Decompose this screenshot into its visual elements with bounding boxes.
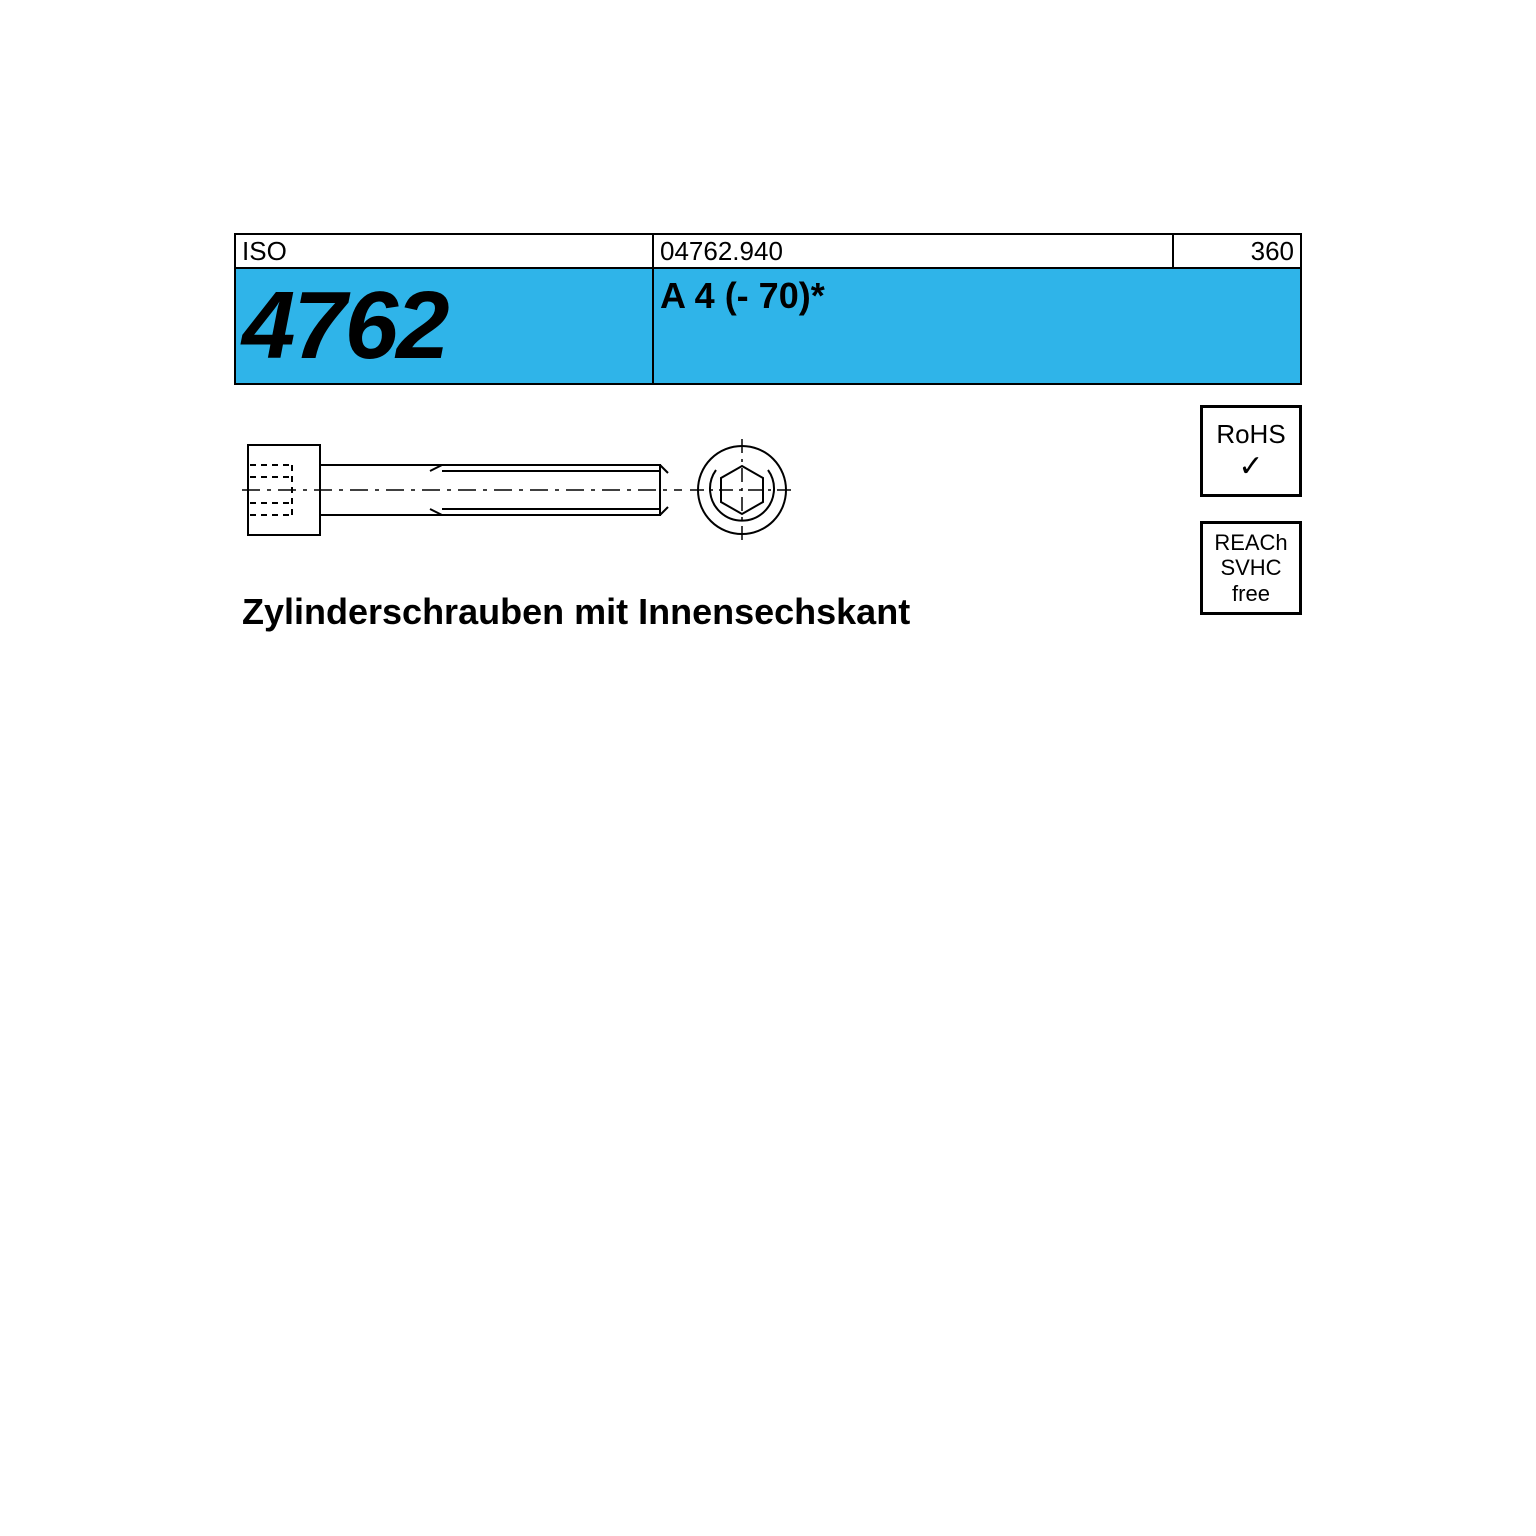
- reach-line2: SVHC: [1220, 555, 1281, 580]
- reach-line3: free: [1232, 581, 1270, 606]
- rohs-badge: RoHS ✓: [1200, 405, 1302, 497]
- material-spec: A 4 (- 70)*: [660, 275, 825, 317]
- bluebar-row: 4762 A 4 (- 70)*: [234, 269, 1302, 385]
- datasheet: ISO 04762.940 360 4762 A 4 (- 70)*: [234, 233, 1302, 1301]
- cell-material-spec: A 4 (- 70)*: [654, 269, 1302, 385]
- cell-standard-number: 4762: [234, 269, 654, 385]
- check-icon: ✓: [1238, 452, 1263, 482]
- diagram-area: RoHS ✓ REACh SVHC free Zylinderschrauben…: [234, 385, 1302, 685]
- article-code: 04762.940: [660, 236, 783, 267]
- iso-label: ISO: [242, 236, 287, 267]
- rohs-label: RoHS: [1216, 420, 1285, 450]
- reach-badge: REACh SVHC free: [1200, 521, 1302, 615]
- cell-article-code: 04762.940: [654, 235, 1174, 269]
- header-row: ISO 04762.940 360: [234, 233, 1302, 269]
- cell-right-code: 360: [1174, 235, 1302, 269]
- reach-line1: REACh: [1214, 530, 1287, 555]
- product-description: Zylinderschrauben mit Innensechskant: [242, 591, 910, 633]
- screw-diagram-icon: [242, 415, 802, 565]
- right-code: 360: [1251, 236, 1294, 267]
- standard-number: 4762: [242, 271, 448, 381]
- cell-iso-label: ISO: [234, 235, 654, 269]
